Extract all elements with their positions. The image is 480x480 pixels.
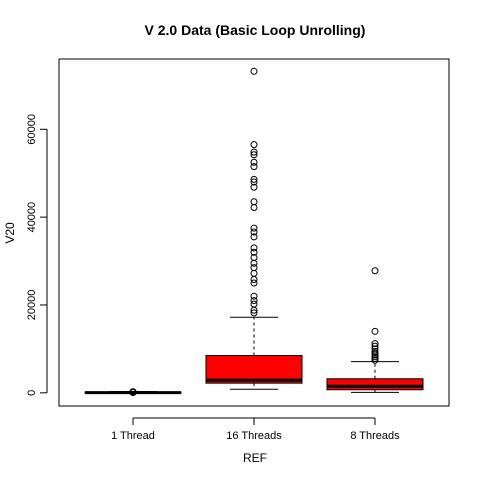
box-outlier: [371, 348, 379, 356]
box-outlier: [250, 309, 258, 317]
box-outlier: [250, 67, 258, 75]
plot-frame: [58, 58, 450, 407]
box-outlier: [250, 259, 258, 267]
box-iqr: [205, 354, 303, 384]
box-outlier: [250, 203, 258, 211]
x-tick-label: 8 Threads: [350, 430, 400, 442]
box-outlier: [371, 340, 379, 348]
x-tick-label: 16 Threads: [226, 430, 282, 442]
box-outlier: [250, 183, 258, 191]
box-outlier: [250, 151, 258, 159]
box-outlier: [250, 275, 258, 283]
plot-layer: [84, 67, 424, 396]
x-tick-label: 1 Thread: [111, 430, 155, 442]
box-outlier: [250, 224, 258, 232]
box-outlier: [250, 300, 258, 308]
y-tick-label: 0: [26, 390, 38, 396]
x-axis: 1 Thread 16 Threads 8 Threads: [111, 417, 400, 442]
box-iqr: [326, 378, 424, 391]
box-outlier: [250, 297, 258, 305]
box-outlier: [250, 233, 258, 241]
box-outlier: [250, 148, 258, 156]
box-outlier: [371, 327, 379, 335]
y-axis-label: V20: [3, 222, 17, 244]
box-outlier: [250, 175, 258, 183]
box-outlier: [250, 248, 258, 256]
box-outlier: [250, 178, 258, 186]
box-outlier: [250, 228, 258, 236]
box-outlier: [371, 345, 379, 353]
box-outlier: [250, 264, 258, 272]
box-outlier: [250, 244, 258, 252]
box-group: [326, 267, 424, 393]
box-outlier: [250, 163, 258, 171]
box-outlier: [250, 254, 258, 262]
box-group: [205, 67, 303, 390]
box-outlier: [250, 269, 258, 277]
box-outlier: [129, 388, 137, 396]
box-outlier: [250, 279, 258, 287]
x-axis-label: REF: [243, 451, 267, 465]
y-axis: 0 20000 40000 60000: [26, 114, 48, 396]
box-outlier: [250, 158, 258, 166]
box-group: [84, 388, 182, 396]
y-tick-label: 60000: [26, 114, 38, 145]
chart-title: V 2.0 Data (Basic Loop Unrolling): [145, 22, 366, 38]
box-outlier: [371, 267, 379, 275]
box-outlier: [250, 292, 258, 300]
box-outlier: [371, 342, 379, 350]
y-tick-label: 40000: [26, 202, 38, 233]
box-outlier: [250, 141, 258, 149]
y-tick-label: 20000: [26, 290, 38, 321]
box-outlier: [250, 198, 258, 206]
